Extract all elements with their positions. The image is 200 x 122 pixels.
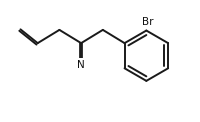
- Text: N: N: [77, 60, 85, 70]
- Text: Br: Br: [142, 17, 153, 27]
